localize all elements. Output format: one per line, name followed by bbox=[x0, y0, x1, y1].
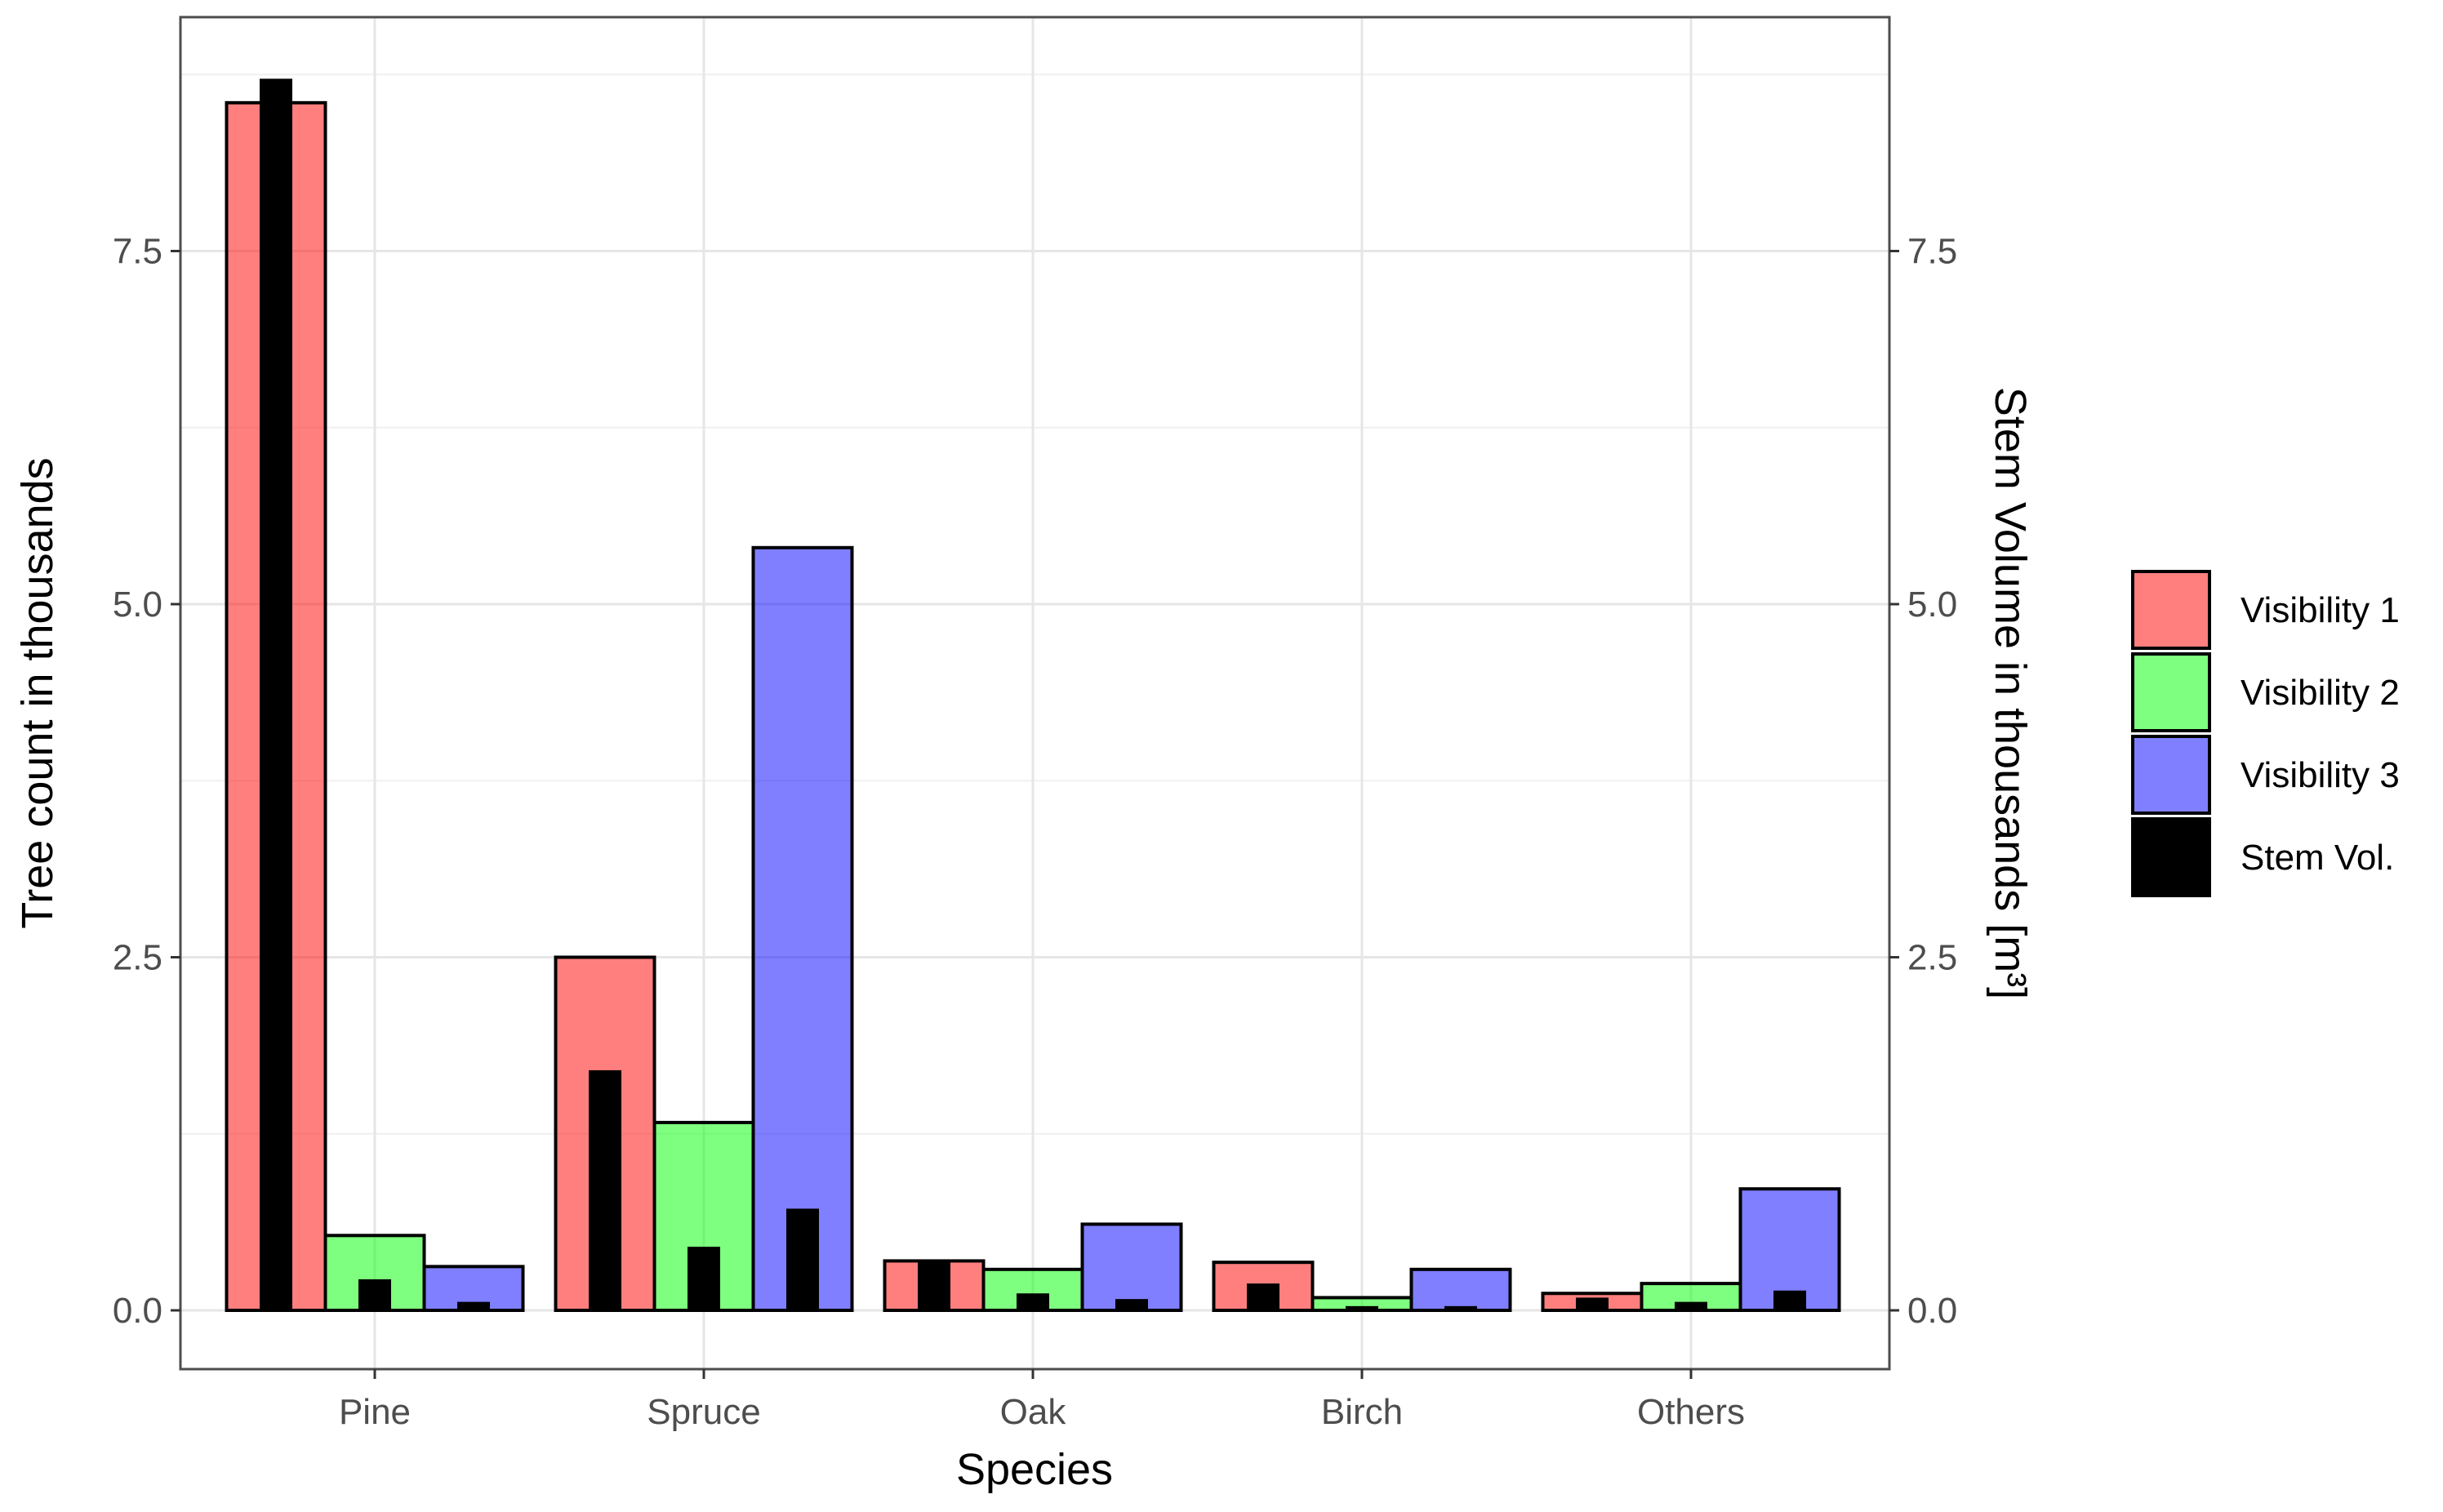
stem-volume-bar-pine-1 bbox=[260, 78, 292, 1311]
legend-key-3 bbox=[2131, 735, 2211, 815]
bar-oak-visibility-3 bbox=[1080, 1222, 1183, 1312]
y-axis-left: 0.0 2.5 5.0 7.5 bbox=[113, 232, 180, 1331]
stem-volume-bar-birch-3 bbox=[1444, 1305, 1477, 1310]
y-tick-label-left: 5.0 bbox=[113, 585, 162, 625]
stem-volume-bar-birch-2 bbox=[1346, 1305, 1378, 1310]
legend: Visibility 1 Visibility 2 Visibility 3 Stem… bbox=[2131, 570, 2400, 897]
x-axis-title: Species bbox=[956, 1445, 1113, 1494]
x-axis: Pine Spruce Oak Birch Others bbox=[339, 1369, 1745, 1432]
stem-volume-bars bbox=[260, 78, 1806, 1311]
panel-background bbox=[180, 17, 1889, 1369]
stem-volume-bar-oak-2 bbox=[1017, 1293, 1049, 1310]
y-tick-label-right: 7.5 bbox=[1907, 232, 1957, 272]
y-tick-label-right: 2.5 bbox=[1907, 938, 1957, 978]
y-tick-label-right: 0.0 bbox=[1907, 1291, 1957, 1331]
legend-key-2 bbox=[2131, 652, 2211, 732]
stem-volume-bar-birch-1 bbox=[1247, 1283, 1279, 1310]
stem-volume-bar-others-3 bbox=[1773, 1290, 1806, 1310]
x-tick-label-oak: Oak bbox=[1000, 1392, 1067, 1432]
panel-border bbox=[179, 16, 1891, 1371]
legend-label-1: Visibility 1 bbox=[2241, 590, 2400, 630]
stem-volume-bar-others-1 bbox=[1576, 1297, 1609, 1310]
bar-birch-visibility-3 bbox=[1409, 1267, 1512, 1312]
x-tick-label-others: Others bbox=[1637, 1392, 1745, 1432]
x-tick-label-spruce: Spruce bbox=[647, 1392, 760, 1432]
y-tick-label-left: 0.0 bbox=[113, 1291, 162, 1331]
x-tick-label-birch: Birch bbox=[1321, 1392, 1403, 1432]
y-tick-label-right: 5.0 bbox=[1907, 585, 1957, 625]
y-tick-label-left: 7.5 bbox=[113, 232, 162, 272]
y-axis-title-left: Tree count in thousands bbox=[13, 457, 62, 928]
y-axis-right: 0.0 2.5 5.0 7.5 bbox=[1889, 232, 1957, 1331]
legend-key-4 bbox=[2131, 817, 2211, 897]
stem-volume-bar-spruce-3 bbox=[786, 1208, 819, 1310]
stem-volume-bar-others-2 bbox=[1675, 1301, 1707, 1310]
legend-key-1 bbox=[2131, 570, 2211, 650]
y-tick-label-left: 2.5 bbox=[113, 938, 162, 978]
bar-spruce-visibility-3 bbox=[751, 545, 854, 1312]
stem-volume-bar-spruce-1 bbox=[589, 1070, 621, 1310]
x-tick-label-pine: Pine bbox=[339, 1392, 411, 1432]
stem-volume-bar-pine-3 bbox=[457, 1301, 490, 1310]
stem-volume-bar-oak-3 bbox=[1115, 1299, 1148, 1310]
stem-volume-bar-spruce-2 bbox=[688, 1247, 720, 1310]
y-axis-title-right: Stem Volume in thousands [m³] bbox=[1986, 387, 2035, 999]
stem-volume-bar-oak-1 bbox=[918, 1261, 950, 1310]
legend-label-2: Visibility 2 bbox=[2241, 673, 2400, 713]
stem-volume-bar-pine-2 bbox=[358, 1279, 391, 1310]
bar-others-visibility-3 bbox=[1738, 1187, 1841, 1312]
legend-label-3: Visibility 3 bbox=[2241, 755, 2400, 795]
legend-label-4: Stem Vol. bbox=[2241, 838, 2394, 878]
